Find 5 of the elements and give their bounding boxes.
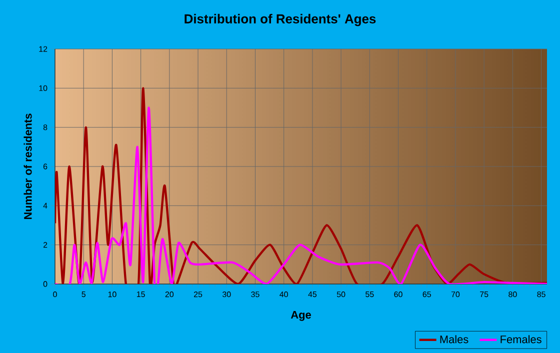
legend-label: Males bbox=[440, 335, 468, 344]
y-axis-title: Number of residents bbox=[24, 114, 32, 220]
x-axis-title: Age bbox=[290, 311, 311, 321]
chart-title: Distribution of Residents' Ages bbox=[184, 14, 376, 26]
legend-label: Females bbox=[500, 335, 542, 344]
